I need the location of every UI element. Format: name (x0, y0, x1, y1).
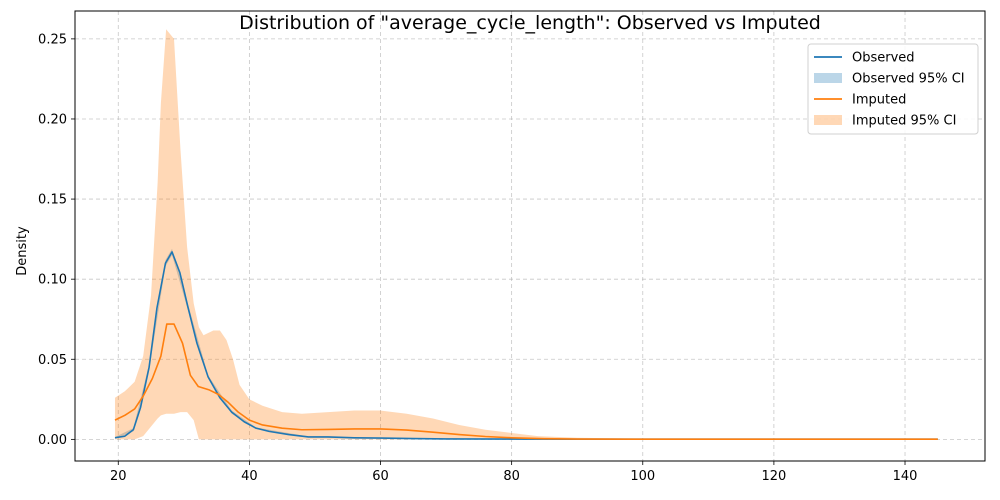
y-axis-label: Density (15, 226, 30, 276)
chart-title: Distribution of "average_cycle_length": … (239, 12, 821, 34)
plot-area-frame (74, 10, 986, 462)
y-tick-label: 0.15 (38, 193, 67, 208)
y-tick-label: 0.05 (38, 353, 67, 368)
legend-swatch-imputed-95-ci (814, 115, 842, 125)
y-tick-label: 0.00 (38, 433, 67, 448)
legend-label-imputed: Imputed (852, 93, 906, 108)
imputed-series (114, 323, 938, 441)
y-axis-ticks: 0.00 0.05 0.10 0.15 0.20 0.25 (38, 32, 75, 448)
imputed-line (114, 323, 938, 441)
legend-box (807, 43, 979, 135)
legend-label-observed-95-ci: Observed 95% CI (852, 72, 965, 87)
confidence-bands (114, 29, 938, 440)
x-tick-label: 120 (761, 469, 786, 484)
legend-label-imputed-95-ci: Imputed 95% CI (852, 114, 956, 129)
x-axis-ticks: 20 40 60 80 100 120 140 (110, 461, 917, 484)
legend-label-observed: Observed (852, 51, 915, 66)
y-tick-label: 0.10 (38, 273, 67, 288)
x-tick-label: 60 (372, 469, 389, 484)
y-tick-label: 0.25 (38, 32, 67, 47)
series-lines (114, 251, 938, 441)
x-tick-label: 100 (630, 469, 655, 484)
x-tick-label: 20 (110, 469, 127, 484)
imputed-95-ci-band (114, 29, 938, 440)
x-tick-label: 80 (503, 469, 520, 484)
legend: Observed Observed 95% CI Imputed Imputed 95… (807, 43, 979, 135)
legend-swatch-observed-95-ci (814, 73, 842, 83)
x-tick-label: 40 (241, 469, 258, 484)
x-tick-label: 140 (893, 469, 918, 484)
y-tick-label: 0.20 (38, 112, 67, 127)
